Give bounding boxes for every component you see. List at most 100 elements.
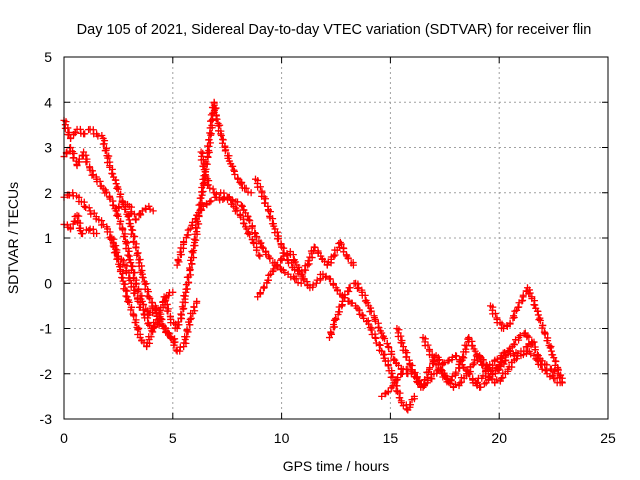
data-point [291,258,299,266]
data-point [231,170,239,178]
data-point [367,307,375,315]
series-track-6 [112,198,157,224]
data-point [80,202,88,210]
data-point [332,315,340,323]
data-point [190,254,198,262]
data-point [543,361,551,369]
data-point [113,248,121,256]
data-point [374,323,382,331]
data-point [266,255,274,263]
data-point [172,346,180,354]
data-point [261,199,269,207]
data-point [295,266,303,274]
data-point [127,222,135,230]
data-point [558,374,566,382]
chart-title: Day 105 of 2021, Sidereal Day-to-day VTE… [77,22,592,38]
data-point [250,239,258,247]
data-point [392,387,400,395]
data-point [131,233,139,241]
data-point [238,202,246,210]
data-point [174,256,182,264]
data-point [336,239,344,247]
data-point [550,354,558,362]
data-point [227,195,235,203]
data-point [125,298,133,306]
data-point [440,359,448,367]
data-point [199,162,207,170]
data-point [479,361,487,369]
data-point [519,351,527,359]
data-point [451,380,459,388]
data-point [531,346,539,354]
data-point [497,359,505,367]
data-point [550,368,558,376]
x-tick-label: 25 [600,430,616,446]
data-point [456,364,464,372]
data-point [525,333,533,341]
data-point [130,312,138,320]
data-point [452,352,460,360]
data-point [439,373,447,381]
data-point [530,301,538,309]
data-point [434,365,442,373]
data-point [109,201,117,209]
data-point [381,335,389,343]
data-point [123,238,131,246]
data-point [119,226,127,234]
data-point [367,304,375,312]
data-point [155,321,163,329]
data-point [242,184,250,192]
data-point [73,162,81,170]
data-point [546,344,554,352]
series-track-8 [173,193,305,287]
data-point [124,213,132,221]
data-point [164,307,172,315]
data-point [176,248,184,256]
data-point [83,158,91,166]
data-point [188,260,196,268]
data-point [516,332,524,340]
series-track-12 [325,279,412,378]
data-point [510,312,518,320]
data-point [186,264,194,272]
data-point [170,341,178,349]
x-tick-label: 20 [491,430,507,446]
data-point [133,251,141,259]
data-point [330,252,338,260]
data-point [291,266,299,274]
tick-labels: 0 5 10 15 20 25 -3 -2 -1 0 1 2 3 4 5 [40,49,616,446]
data-point [199,149,207,157]
data-point [186,315,194,323]
data-point [273,261,281,269]
data-point [217,130,225,138]
data-point [178,303,186,311]
data-point [167,334,175,342]
data-point [363,299,371,307]
data-point [162,294,170,302]
data-point [118,274,126,282]
data-point [127,259,135,267]
data-point [75,212,83,220]
data-point [233,206,241,214]
data-point [64,124,72,132]
data-point [533,307,541,315]
data-point [312,279,320,287]
data-point [205,136,213,144]
data-point [333,286,341,294]
data-point [228,162,236,170]
data-point [384,387,392,395]
data-point [96,177,104,185]
axis-ticks [63,56,609,420]
data-point [536,316,544,324]
data-point [135,324,143,332]
data-point [186,225,194,233]
y-tick-label: 2 [44,185,52,201]
data-point [390,355,398,363]
data-point [221,147,229,155]
series-track-3 [60,189,177,351]
data-point [132,244,140,252]
data-point [210,99,218,107]
x-tick-label: 5 [169,430,177,446]
y-tick-label: -1 [40,321,53,337]
data-point [256,289,264,297]
